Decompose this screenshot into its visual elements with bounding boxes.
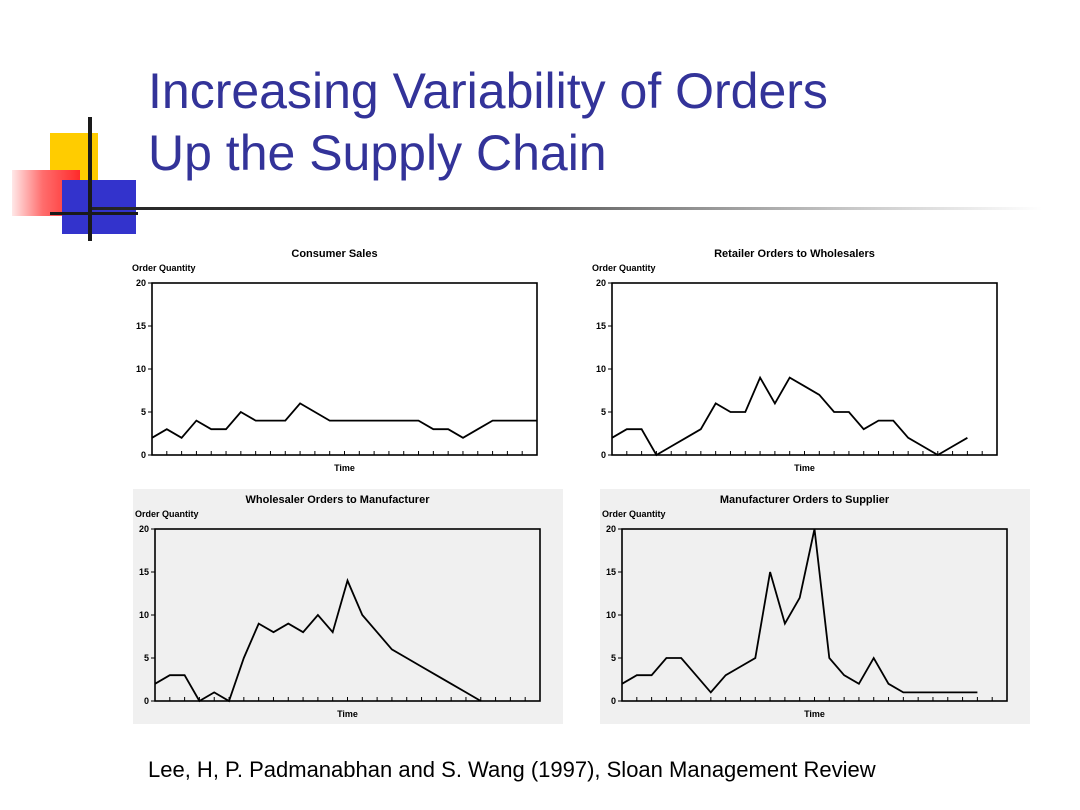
y-tick-label: 15	[606, 567, 616, 577]
y-tick-label: 10	[596, 364, 606, 374]
y-axis-label: Order Quantity	[132, 263, 196, 273]
decoration-horizontal-line	[50, 212, 138, 215]
chart-wholesaler-orders: Wholesaler Orders to Manufacturer Order Q…	[133, 489, 563, 724]
slide-title: Increasing Variability of Orders Up the …	[148, 60, 1048, 184]
y-tick-label: 5	[611, 653, 616, 663]
slide-title-line-2: Up the Supply Chain	[148, 125, 607, 181]
y-tick-label: 10	[606, 610, 616, 620]
slide-title-line-1: Increasing Variability of Orders	[148, 63, 828, 119]
chart-manufacturer-orders: Manufacturer Orders to Supplier Order Qua…	[600, 489, 1030, 724]
y-tick-label: 5	[141, 407, 146, 417]
title-underline-rule	[92, 207, 1042, 210]
y-tick-label: 0	[601, 450, 606, 460]
plot-frame	[611, 282, 998, 456]
y-tick-label: 20	[596, 278, 606, 288]
y-tick-label: 0	[141, 450, 146, 460]
y-tick-label: 20	[606, 524, 616, 534]
y-tick-label: 5	[601, 407, 606, 417]
plot-frame	[154, 528, 541, 702]
y-tick-label: 5	[144, 653, 149, 663]
y-tick-label: 0	[144, 696, 149, 706]
series-line	[151, 402, 537, 439]
series-line	[154, 577, 482, 703]
x-axis-label: Time	[337, 709, 358, 719]
y-tick-label: 10	[139, 610, 149, 620]
y-tick-label: 10	[136, 364, 146, 374]
y-tick-label: 0	[611, 696, 616, 706]
x-axis-label: Time	[794, 463, 815, 473]
y-axis-label: Order Quantity	[592, 263, 656, 273]
chart-consumer-sales: Consumer Sales Order Quantity Time 0 5 10 15 20	[130, 243, 560, 478]
decoration-vertical-line	[88, 117, 92, 241]
chart-title: Wholesaler Orders to Manufacturer	[246, 494, 431, 506]
series-line	[621, 528, 978, 694]
y-tick-label: 15	[139, 567, 149, 577]
source-citation: Lee, H, P. Padmanabhan and S. Wang (1997…	[148, 757, 876, 782]
y-tick-label: 20	[136, 278, 146, 288]
x-axis-label: Time	[804, 709, 825, 719]
chart-title: Retailer Orders to Wholesalers	[714, 248, 875, 260]
y-tick-label: 15	[136, 321, 146, 331]
y-axis-label: Order Quantity	[135, 509, 199, 519]
x-axis-label: Time	[334, 463, 355, 473]
y-axis-label: Order Quantity	[602, 509, 666, 519]
chart-title: Manufacturer Orders to Supplier	[720, 494, 890, 506]
chart-retailer-orders: Retailer Orders to Wholesalers Order Quan…	[590, 243, 1020, 478]
series-line	[611, 375, 968, 457]
chart-title: Consumer Sales	[291, 248, 377, 260]
y-tick-label: 20	[139, 524, 149, 534]
y-tick-label: 15	[596, 321, 606, 331]
plot-frame	[621, 528, 1008, 702]
